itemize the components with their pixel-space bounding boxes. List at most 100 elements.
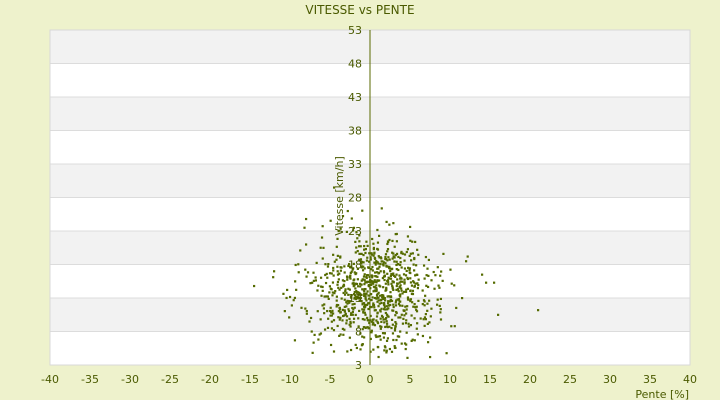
data-point [363, 279, 366, 282]
data-point [394, 346, 397, 350]
data-point [318, 333, 321, 336]
data-point [412, 263, 415, 266]
data-point [346, 209, 349, 213]
data-point [313, 333, 316, 337]
data-point [422, 299, 426, 302]
data-point [422, 318, 425, 321]
data-point [379, 299, 382, 302]
data-point [328, 291, 331, 294]
data-point [388, 300, 392, 303]
data-point [364, 326, 367, 329]
data-point [378, 265, 381, 268]
data-point [411, 289, 415, 292]
data-point [396, 288, 400, 291]
data-point [362, 311, 365, 314]
data-point [363, 287, 366, 291]
data-point [371, 237, 374, 241]
data-point [346, 302, 349, 305]
data-point [366, 244, 369, 247]
data-point [349, 265, 352, 269]
data-point [336, 283, 339, 286]
data-point [345, 322, 348, 325]
data-point [350, 265, 353, 268]
data-point [363, 273, 366, 276]
data-point [317, 284, 320, 287]
data-point [417, 299, 420, 302]
data-point [352, 285, 355, 288]
data-point [439, 311, 442, 314]
data-point [375, 315, 379, 318]
data-point [453, 325, 456, 328]
data-point [442, 252, 445, 255]
data-point [338, 318, 341, 321]
data-point [415, 327, 418, 330]
data-point [409, 277, 412, 280]
data-point [364, 251, 367, 255]
data-point [385, 288, 388, 291]
data-point [303, 226, 306, 229]
data-point [449, 268, 452, 271]
data-point [372, 246, 376, 250]
data-point [404, 305, 407, 308]
data-point [380, 314, 384, 317]
data-point [416, 282, 419, 285]
data-point [360, 266, 363, 269]
data-point [404, 274, 408, 277]
data-point [384, 325, 387, 329]
data-point [411, 338, 414, 341]
data-point [365, 240, 368, 243]
data-point [321, 285, 324, 289]
data-point [386, 337, 390, 340]
data-point [370, 298, 373, 302]
data-point [376, 312, 379, 315]
data-point [360, 344, 364, 347]
data-point [345, 319, 348, 322]
data-point [362, 289, 366, 292]
data-point [429, 315, 432, 318]
data-point [356, 237, 359, 240]
data-point [300, 306, 303, 309]
data-point [372, 302, 375, 305]
data-point [395, 260, 398, 263]
data-point [345, 301, 348, 304]
data-point [390, 350, 394, 353]
data-point [405, 250, 408, 254]
data-point [384, 299, 387, 302]
data-point [439, 297, 443, 301]
data-point [305, 217, 308, 221]
data-point [374, 274, 377, 278]
data-point [389, 277, 393, 280]
data-point [334, 290, 337, 293]
data-point [411, 301, 414, 304]
x-tick-label: -5 [325, 373, 336, 386]
data-point [391, 323, 394, 326]
data-point [380, 320, 383, 323]
data-point [366, 326, 369, 329]
data-point [374, 263, 377, 266]
data-point [406, 305, 409, 308]
data-point [387, 315, 390, 318]
data-point [385, 317, 388, 320]
data-point [430, 279, 433, 282]
data-point [321, 257, 324, 260]
data-point [386, 295, 389, 298]
y-tick-label: 23 [348, 225, 362, 238]
data-point [376, 261, 379, 264]
data-point [410, 292, 414, 296]
data-point [358, 234, 361, 237]
data-point [370, 252, 373, 255]
data-point [358, 292, 361, 295]
data-point [379, 256, 383, 259]
data-point [346, 278, 349, 281]
data-point [466, 255, 469, 258]
data-point [406, 356, 409, 359]
data-point [364, 295, 367, 298]
data-point [324, 281, 328, 285]
data-point [400, 266, 403, 269]
data-point [360, 260, 364, 263]
data-point [352, 317, 356, 320]
data-point [372, 321, 375, 324]
data-point [429, 355, 432, 359]
data-point [359, 297, 362, 300]
data-point [348, 323, 351, 326]
